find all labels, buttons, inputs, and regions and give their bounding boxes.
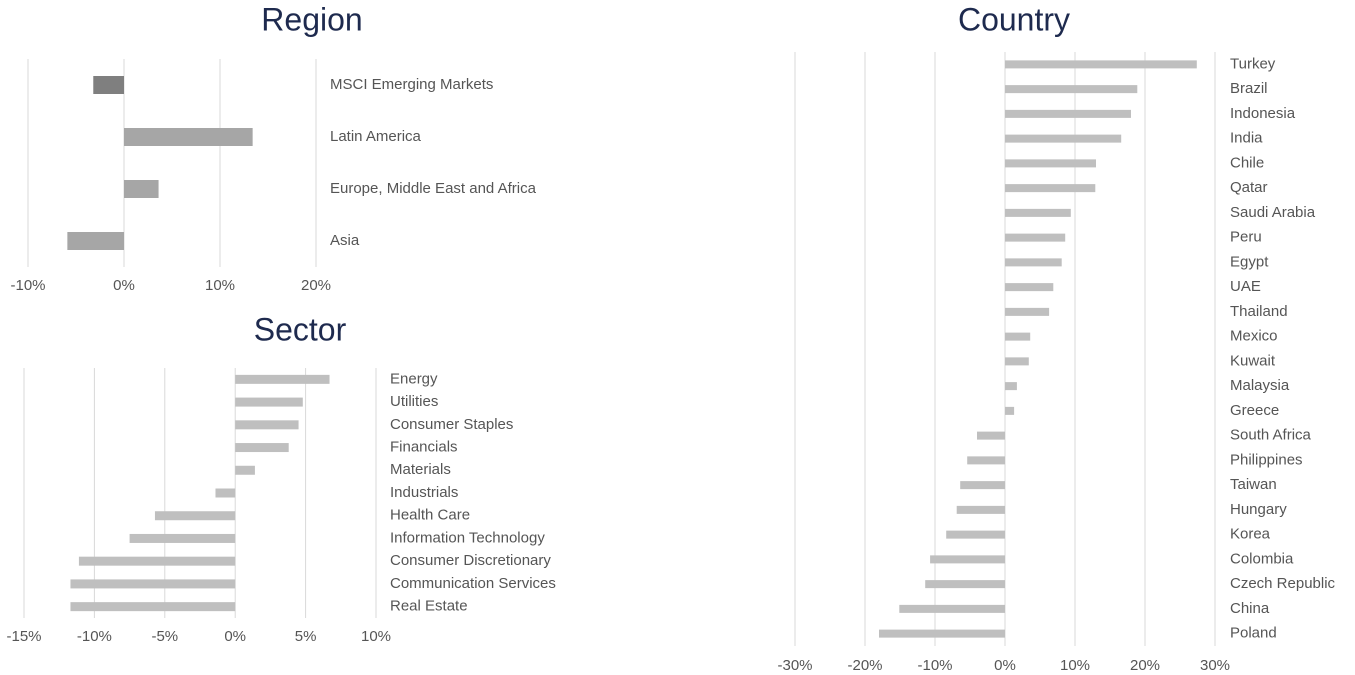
- category-label: Peru: [1230, 229, 1262, 246]
- x-tick-label: 0%: [224, 628, 246, 645]
- category-label: India: [1230, 130, 1263, 147]
- bar: [235, 443, 289, 453]
- chart-title: Country: [958, 1, 1070, 37]
- category-label: Philippines: [1230, 451, 1303, 468]
- category-label: Malaysia: [1230, 377, 1290, 394]
- category-label: Real Estate: [390, 598, 468, 615]
- bar: [899, 604, 1005, 613]
- category-label: Kuwait: [1230, 352, 1276, 369]
- bar: [1005, 159, 1096, 168]
- bar: [93, 76, 124, 94]
- category-label: MSCI Emerging Markets: [330, 76, 493, 93]
- category-label: Materials: [390, 461, 451, 478]
- category-label: Utilities: [390, 393, 438, 410]
- category-label: South Africa: [1230, 427, 1312, 444]
- bar: [1005, 60, 1197, 69]
- category-label: Financials: [390, 439, 458, 456]
- x-tick-label: -10%: [917, 657, 952, 674]
- x-tick-label: 10%: [361, 628, 391, 645]
- bar: [235, 374, 330, 384]
- bar: [154, 511, 236, 521]
- x-tick-label: 10%: [1060, 657, 1090, 674]
- category-label: Thailand: [1230, 303, 1288, 320]
- category-label: Europe, Middle East and Africa: [330, 180, 537, 197]
- bar: [235, 465, 255, 475]
- category-label: Industrials: [390, 484, 458, 501]
- bar: [235, 420, 299, 430]
- category-label: Saudi Arabia: [1230, 204, 1316, 221]
- bar: [967, 456, 1005, 465]
- bar: [930, 555, 1005, 564]
- bar: [879, 629, 1005, 638]
- bar: [1005, 332, 1031, 341]
- x-tick-label: 0%: [113, 277, 135, 294]
- category-label: Korea: [1230, 526, 1271, 543]
- bar: [1005, 233, 1066, 242]
- bar: [1005, 307, 1050, 316]
- x-tick-label: 30%: [1200, 657, 1230, 674]
- bar: [235, 397, 303, 407]
- bar: [124, 128, 253, 146]
- bar: [1005, 184, 1096, 193]
- x-tick-label: 10%: [205, 277, 235, 294]
- bar: [70, 579, 236, 589]
- bar: [1005, 134, 1122, 143]
- bar: [1005, 283, 1054, 292]
- x-tick-label: 20%: [301, 277, 331, 294]
- bar: [1005, 109, 1131, 118]
- bar: [1005, 258, 1062, 267]
- bar: [1005, 382, 1017, 391]
- bar: [977, 431, 1005, 440]
- category-label: Hungary: [1230, 501, 1287, 518]
- bar: [70, 602, 236, 612]
- category-label: Czech Republic: [1230, 575, 1336, 592]
- bar: [78, 556, 236, 566]
- x-tick-label: -15%: [6, 628, 41, 645]
- bar: [925, 580, 1005, 589]
- category-label: Taiwan: [1230, 476, 1277, 493]
- category-label: Consumer Discretionary: [390, 552, 551, 569]
- bar: [960, 481, 1005, 490]
- bar: [956, 505, 1005, 514]
- bar: [215, 488, 236, 498]
- category-label: Asia: [330, 232, 360, 249]
- x-tick-label: -30%: [777, 657, 812, 674]
- category-label: Greece: [1230, 402, 1279, 419]
- x-tick-label: 5%: [295, 628, 317, 645]
- category-label: Qatar: [1230, 179, 1268, 196]
- bar: [124, 180, 159, 198]
- bar: [1005, 208, 1071, 217]
- category-label: Information Technology: [390, 529, 545, 546]
- bar: [946, 530, 1005, 539]
- category-label: Latin America: [330, 128, 422, 145]
- x-tick-label: 20%: [1130, 657, 1160, 674]
- category-label: Consumer Staples: [390, 416, 513, 433]
- category-label: Chile: [1230, 154, 1264, 171]
- category-label: Colombia: [1230, 550, 1294, 567]
- category-label: Brazil: [1230, 80, 1268, 97]
- category-label: Mexico: [1230, 328, 1278, 345]
- bar: [67, 232, 124, 250]
- chart-title: Region: [261, 1, 362, 37]
- category-label: Turkey: [1230, 55, 1276, 72]
- category-label: Indonesia: [1230, 105, 1296, 122]
- x-tick-label: -10%: [10, 277, 45, 294]
- category-label: Egypt: [1230, 253, 1269, 270]
- bar: [1005, 406, 1015, 415]
- category-label: Poland: [1230, 625, 1277, 642]
- category-label: Communication Services: [390, 575, 556, 592]
- bar: [1005, 85, 1138, 94]
- x-tick-label: -10%: [77, 628, 112, 645]
- category-label: China: [1230, 600, 1270, 617]
- category-label: UAE: [1230, 278, 1261, 295]
- category-label: Health Care: [390, 507, 470, 524]
- bar: [129, 533, 236, 543]
- category-label: Energy: [390, 370, 438, 387]
- x-tick-label: 0%: [994, 657, 1016, 674]
- x-tick-label: -20%: [847, 657, 882, 674]
- x-tick-label: -5%: [151, 628, 178, 645]
- chart-title: Sector: [254, 311, 347, 347]
- bar: [1005, 357, 1029, 366]
